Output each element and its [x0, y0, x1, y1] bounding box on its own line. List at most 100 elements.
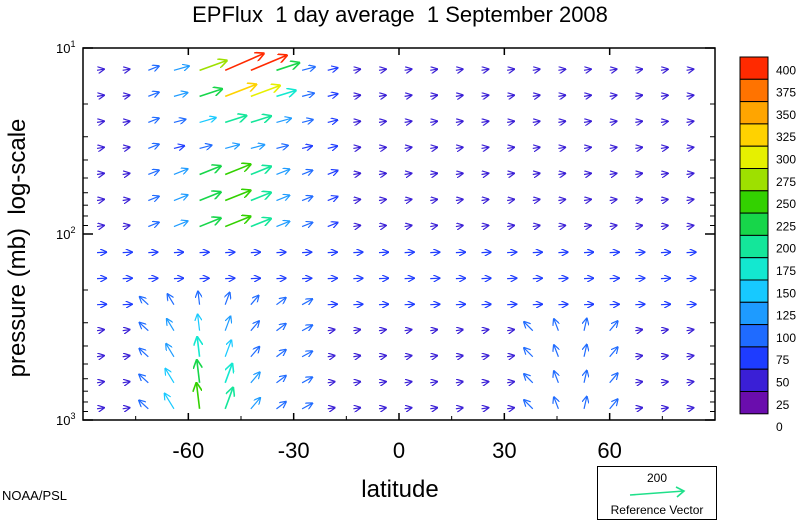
vector-arrow — [173, 221, 187, 228]
vector-arrow — [250, 167, 271, 176]
vector-arrow — [635, 121, 642, 122]
vector-arrow — [148, 66, 158, 70]
x-axis: -60 -30 0 30 60 — [135, 48, 663, 463]
vector-arrow — [609, 147, 617, 148]
vector-arrow — [173, 119, 185, 122]
vector-arrow — [686, 225, 694, 226]
vector-arrow — [481, 408, 489, 409]
vector-arrow — [327, 120, 337, 122]
vector-arrow — [430, 408, 437, 409]
vector-arrow — [609, 199, 617, 200]
vector-arrow — [140, 349, 149, 358]
colorbar-label: 400 — [776, 63, 796, 77]
vector-arrow — [507, 382, 514, 383]
vector-arrow — [635, 330, 642, 331]
vector-arrow — [554, 397, 558, 410]
reference-vector-box: 200 Reference Vector — [597, 466, 717, 520]
vector-arrow — [532, 147, 540, 148]
vector-arrow — [404, 330, 412, 331]
vector-arrow — [404, 173, 412, 174]
vector-arrow — [660, 95, 668, 96]
vector-arrow — [378, 69, 386, 70]
vector-arrow — [173, 146, 184, 149]
vector-arrow — [224, 317, 230, 331]
vector-arrow — [507, 173, 514, 174]
vector-arrow — [353, 173, 360, 174]
vector-arrow — [532, 69, 540, 70]
vector-arrow — [122, 382, 130, 383]
vector-arrow — [122, 330, 130, 331]
vector-arrow — [224, 217, 250, 228]
vector-arrow — [353, 69, 360, 70]
colorbar-box — [739, 56, 769, 80]
colorbar-label: 250 — [776, 197, 796, 211]
vector-arrow — [584, 371, 587, 383]
vector-arrow — [430, 199, 437, 200]
vector-arrow — [353, 225, 360, 226]
vector-arrow — [378, 121, 386, 122]
colorbar-label: 225 — [776, 219, 796, 233]
vector-arrow — [455, 173, 463, 174]
vector-arrow — [609, 225, 617, 226]
vector-arrow — [301, 403, 312, 408]
vector-arrow — [198, 292, 200, 305]
colorbar-box — [739, 101, 769, 125]
vector-arrow — [635, 408, 642, 409]
vector-arrow — [353, 356, 360, 357]
vector-arrow — [686, 95, 694, 96]
vector-arrow — [378, 147, 386, 148]
vector-arrow — [583, 95, 591, 96]
vector-arrow — [584, 397, 587, 409]
vector-arrow — [173, 66, 189, 70]
vector-arrow — [199, 61, 227, 72]
vector-arrow — [140, 323, 149, 332]
vector-arrow — [301, 93, 314, 96]
vector-arrow — [524, 322, 534, 332]
vector-arrow — [635, 95, 642, 96]
vector-arrow — [481, 173, 489, 174]
vector-arrow — [584, 319, 587, 331]
vector-arrow — [635, 356, 642, 357]
colorbar-box — [739, 234, 769, 259]
vector-arrow — [378, 95, 386, 96]
vector-arrow — [507, 408, 514, 409]
vector-arrow — [353, 408, 360, 409]
vector-arrow — [558, 69, 565, 70]
vector-arrow — [276, 324, 285, 332]
vector-arrow — [301, 377, 312, 382]
colorbar-label: 125 — [776, 309, 796, 323]
vector-arrow — [148, 196, 158, 200]
vector-arrow — [276, 298, 285, 306]
colorbar-label: 25 — [776, 398, 790, 412]
vector-arrow — [532, 173, 540, 174]
vector-arrow — [197, 361, 200, 383]
vector-arrow — [430, 382, 437, 383]
x-axis-label: latitude — [361, 476, 439, 503]
vector-arrow — [532, 199, 540, 200]
vector-arrow — [276, 169, 289, 176]
vector-arrow — [353, 95, 360, 96]
vector-arrow — [276, 376, 285, 384]
vector-arrow — [635, 147, 642, 148]
vector-arrow — [507, 199, 514, 200]
vector-arrow — [558, 199, 565, 200]
colorbar-box — [739, 145, 769, 169]
vector-arrow — [199, 218, 221, 228]
vector-arrow — [250, 398, 260, 410]
colorbar-box — [739, 391, 769, 415]
vector-arrow — [686, 330, 694, 331]
vector-arrow — [353, 382, 360, 383]
vector-arrow — [166, 369, 175, 384]
vector-arrow — [96, 199, 104, 200]
vector-arrow — [122, 225, 130, 226]
vector-arrow — [686, 356, 694, 357]
vector-arrow — [276, 221, 289, 228]
vector-arrow — [327, 382, 335, 383]
vector-arrow — [327, 146, 337, 148]
vector-arrow — [167, 319, 175, 332]
vector-arrow — [609, 347, 618, 358]
vector-arrow — [635, 173, 642, 174]
vector-arrow — [353, 147, 360, 148]
x-tick-label: 0 — [393, 438, 405, 463]
credit-label: NOAA/PSL — [2, 488, 68, 503]
